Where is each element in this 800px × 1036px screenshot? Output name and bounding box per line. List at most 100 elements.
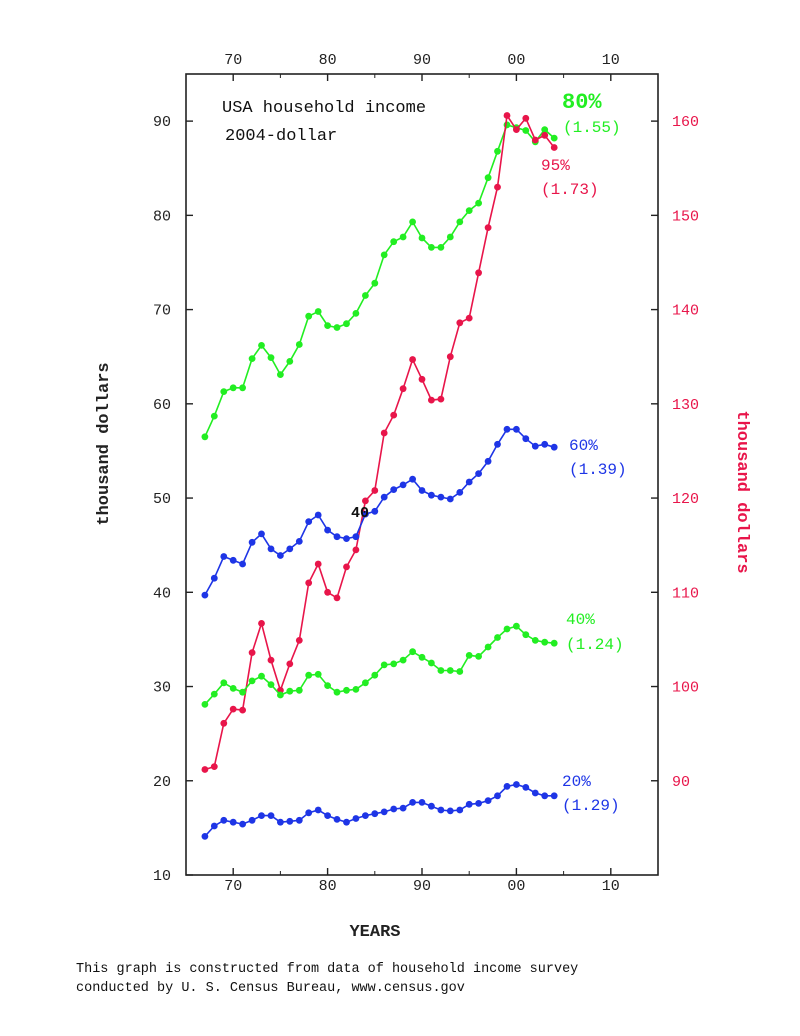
- data-point-20pct-1970: [229, 818, 237, 826]
- y-tick-label-right-160: 160: [672, 114, 699, 131]
- data-point-95pct-1974: [267, 656, 275, 664]
- x-tick-label-top-10: 10: [602, 52, 620, 69]
- data-point-60pct-1984: [362, 510, 369, 518]
- footnote-line-1: This graph is constructed from data of h…: [76, 962, 579, 977]
- data-point-80pct-1995: [465, 207, 473, 215]
- data-point-40pct-1970: [229, 685, 237, 692]
- series-line-95pct: [204, 113, 555, 771]
- data-point-95pct-1978: [305, 579, 313, 587]
- data-point-20pct-1994: [456, 806, 464, 814]
- data-point-80pct-2003: [541, 126, 549, 133]
- y-tick-label-right-110: 110: [672, 585, 699, 602]
- annotation-40: 40: [351, 505, 369, 522]
- data-point-80pct-1990: [418, 234, 426, 242]
- data-point-40pct-1969: [220, 679, 228, 687]
- data-point-80pct-1981: [333, 324, 341, 331]
- data-point-95pct-1969: [220, 719, 228, 727]
- data-point-60pct-2004: [550, 443, 558, 451]
- data-point-40pct-2004: [550, 639, 558, 647]
- data-point-40pct-1973: [258, 672, 265, 680]
- data-point-80pct-1975: [277, 371, 284, 378]
- data-point-80pct-1986: [380, 251, 388, 259]
- data-point-20pct-1982: [343, 818, 350, 826]
- x-tick-label-bottom-70: 70: [224, 878, 242, 895]
- y-axis-right-labels: 90 100 110 120 130 140 150 160: [672, 114, 699, 791]
- data-point-80pct-1992: [437, 244, 445, 251]
- x-tick-label-top-70: 70: [224, 52, 242, 69]
- data-point-20pct-1968: [210, 822, 218, 830]
- data-point-60pct-1975: [277, 552, 284, 559]
- y-tick-label-left-80: 80: [153, 208, 171, 225]
- data-point-80pct-1985: [371, 279, 379, 287]
- data-point-95pct-1995: [465, 314, 473, 322]
- data-point-20pct-1984: [362, 812, 369, 819]
- data-point-40pct-1975: [277, 691, 284, 699]
- data-point-40pct-1972: [248, 677, 256, 685]
- data-point-40pct-1991: [428, 659, 435, 667]
- series-80pct: 80% (1.55): [201, 90, 621, 441]
- series-95pct: 95% (1.73): [201, 112, 599, 773]
- data-point-80pct-1991: [428, 244, 435, 251]
- data-point-95pct-1993: [446, 353, 454, 361]
- data-point-20pct-2002: [531, 789, 539, 797]
- data-point-95pct-1968: [210, 763, 218, 770]
- data-point-80pct-1972: [248, 355, 256, 362]
- series-ratio-60pct: (1.39): [569, 461, 627, 479]
- data-point-95pct-1970: [229, 705, 237, 713]
- data-point-40pct-1988: [399, 656, 407, 664]
- data-point-40pct-1985: [371, 671, 379, 679]
- y-tick-label-right-120: 120: [672, 491, 699, 508]
- data-point-20pct-1985: [371, 810, 379, 818]
- data-point-80pct-1984: [362, 292, 369, 299]
- data-point-20pct-1997: [484, 797, 492, 804]
- data-point-60pct-1973: [258, 530, 265, 538]
- series-label-40pct: 40%: [566, 611, 595, 629]
- data-point-60pct-1976: [286, 545, 294, 553]
- data-point-80pct-1980: [324, 322, 331, 329]
- y-tick-label-right-100: 100: [672, 680, 699, 697]
- data-point-80pct-1971: [239, 384, 247, 392]
- data-point-95pct-1982: [343, 563, 350, 571]
- series-label-20pct: 20%: [562, 773, 591, 791]
- data-point-20pct-1991: [428, 802, 435, 810]
- data-point-60pct-1994: [456, 489, 464, 496]
- data-point-40pct-1983: [352, 686, 360, 693]
- data-point-20pct-1967: [201, 833, 209, 840]
- data-point-20pct-1998: [494, 792, 501, 800]
- data-point-40pct-1997: [484, 643, 492, 651]
- data-point-60pct-1995: [465, 478, 473, 486]
- data-point-95pct-1992: [437, 395, 445, 403]
- y-tick-label-left-50: 50: [153, 491, 171, 508]
- data-point-60pct-1986: [380, 493, 388, 501]
- data-point-60pct-1971: [239, 560, 247, 568]
- data-point-95pct-2003: [541, 131, 549, 139]
- data-point-95pct-1989: [409, 356, 416, 363]
- data-point-20pct-1987: [390, 805, 398, 813]
- y-tick-label-left-10: 10: [153, 868, 171, 885]
- data-point-20pct-1973: [258, 812, 265, 819]
- data-point-80pct-1998: [494, 147, 501, 155]
- data-point-60pct-1974: [267, 545, 275, 553]
- data-point-95pct-2001: [522, 114, 530, 122]
- data-point-80pct-1977: [295, 341, 303, 348]
- data-point-95pct-1996: [475, 269, 482, 277]
- data-point-40pct-1968: [210, 690, 218, 698]
- data-point-40pct-1990: [418, 653, 426, 661]
- data-point-20pct-2003: [541, 792, 549, 800]
- data-point-95pct-1990: [418, 375, 426, 383]
- data-point-40pct-1967: [201, 701, 209, 708]
- data-point-80pct-1982: [343, 320, 350, 328]
- data-point-80pct-2004: [550, 134, 558, 142]
- data-point-40pct-1999: [503, 625, 511, 633]
- data-point-95pct-1967: [201, 766, 209, 773]
- data-point-20pct-1990: [418, 799, 426, 806]
- data-point-95pct-1983: [352, 546, 360, 554]
- data-point-60pct-1999: [503, 425, 511, 433]
- data-point-80pct-1979: [314, 308, 322, 315]
- data-point-40pct-1995: [465, 652, 473, 659]
- series-line-20pct: [204, 783, 555, 837]
- data-point-80pct-1996: [475, 199, 482, 207]
- data-point-40pct-1974: [267, 681, 275, 688]
- data-point-80pct-1970: [229, 384, 237, 392]
